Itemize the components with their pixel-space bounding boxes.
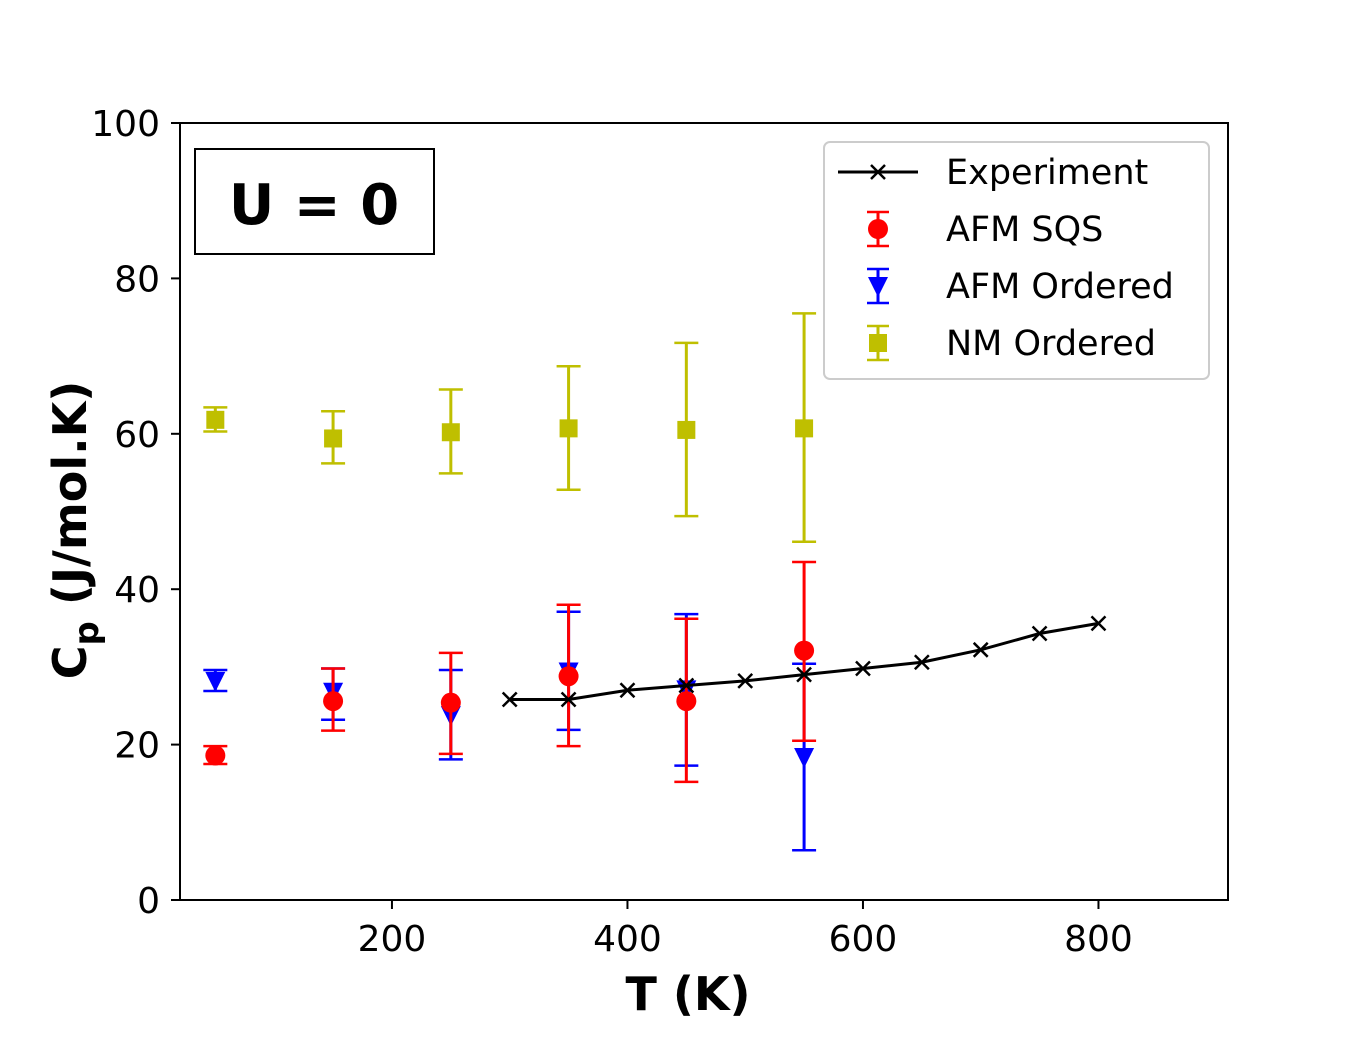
series-experiment-point-1: [560, 691, 577, 708]
legend-item-nm-ordered: NM Ordered: [867, 324, 1156, 364]
series-experiment: [501, 615, 1107, 708]
y-tick-label-80: 80: [114, 259, 160, 300]
plot-frame: [179, 122, 1229, 901]
legend-marker-nm-ordered: [869, 334, 887, 352]
series-experiment-point-0-stroke-b: [501, 691, 518, 708]
series-experiment-point-1-stroke-b: [560, 691, 577, 708]
x-tick-label-200: 200: [358, 919, 427, 960]
series-nm-ordered-point-1: [324, 429, 343, 448]
series-afm-ordered-point-0: [205, 671, 226, 692]
series-experiment-point-0: [501, 691, 518, 708]
legend-label-nm-ordered: NM Ordered: [946, 324, 1156, 364]
y-axis-title: Cp (J/mol.K): [43, 381, 107, 680]
legend-label-afm-ordered: AFM Ordered: [946, 267, 1174, 307]
series-experiment-point-5: [796, 666, 812, 683]
series-experiment-point-10-stroke-b: [1090, 615, 1107, 632]
series-experiment-point-8-stroke-b: [972, 641, 989, 658]
series-afm-sqs: [203, 560, 817, 784]
legend-label-experiment: Experiment: [946, 153, 1148, 193]
x-axis-title: T (K): [625, 967, 750, 1021]
series-experiment-point-6: [855, 660, 871, 677]
legend-item-experiment: Experiment: [838, 153, 1148, 193]
y-axis-title-main: C: [43, 645, 97, 679]
x-tick-label-600: 600: [829, 919, 898, 960]
series-nm-ordered-point-4: [677, 420, 696, 439]
series-experiment-point-8: [972, 641, 989, 658]
x-tick-label-400: 400: [593, 919, 662, 960]
series-experiment-point-9-stroke-b: [1031, 625, 1048, 642]
series-experiment-point-3: [678, 677, 695, 694]
series-experiment-point-2-stroke-b: [619, 682, 636, 699]
series-nm-ordered-point-5: [795, 419, 814, 438]
series-afm-sqs-point-1: [323, 691, 344, 712]
annotation-box: U = 0: [194, 148, 435, 255]
series-afm-ordered: [203, 610, 817, 852]
series-afm-sqs-point-5: [794, 640, 815, 661]
y-axis-title-rest: (J/mol.K): [43, 381, 97, 621]
series-afm-sqs-point-4: [676, 691, 697, 712]
series-afm-ordered-point-5: [794, 748, 815, 769]
series-afm-sqs-point-3: [558, 666, 579, 687]
legend-marker-experiment: [870, 164, 886, 180]
series-nm-ordered: [203, 312, 817, 544]
series-afm-sqs-point-0: [205, 745, 226, 766]
y-tick-label-40: 40: [114, 570, 160, 611]
series-experiment-point-4: [737, 673, 754, 689]
x-tick-label-800: 800: [1064, 919, 1133, 960]
series-experiment-point-9: [1031, 625, 1048, 642]
series-experiment-point-7: [913, 654, 930, 671]
y-tick-label-60: 60: [114, 415, 160, 456]
y-axis-title-subscript: p: [67, 621, 107, 645]
legend-marker-afm-ordered: [868, 277, 888, 297]
series-experiment-point-2: [619, 682, 636, 699]
series-nm-ordered-point-3: [559, 419, 578, 438]
data-layer: [203, 312, 1107, 852]
series-experiment-point-4-stroke-b: [737, 673, 754, 689]
legend-frame: [823, 141, 1210, 380]
series-nm-ordered-point-2: [441, 423, 460, 442]
y-tick-label-0: 0: [137, 881, 160, 922]
y-tick-label-100: 100: [91, 104, 160, 145]
series-nm-ordered-point-0: [206, 410, 225, 429]
series-experiment-point-3-stroke-b: [678, 677, 695, 694]
series-afm-sqs-point-2: [440, 692, 461, 713]
series-experiment-point-10: [1090, 615, 1107, 632]
legend: Experiment AFM SQS AFM Ordered NM Ordered: [823, 141, 1210, 380]
series-experiment-point-5-stroke-b: [796, 666, 812, 683]
annotation-text: U = 0: [229, 173, 399, 238]
legend-label-afm-sqs: AFM SQS: [946, 210, 1103, 250]
axis-layer: 200 400 600 800 0 20 40 60 80 100: [91, 104, 1133, 960]
series-experiment-point-6-stroke-b: [855, 660, 871, 677]
legend-item-afm-ordered: AFM Ordered: [867, 267, 1174, 307]
series-experiment-point-7-stroke-b: [913, 654, 930, 671]
legend-item-afm-sqs: AFM SQS: [867, 210, 1103, 250]
legend-marker-afm-sqs: [868, 219, 888, 239]
legend-marker-experiment-stroke-b: [870, 164, 886, 180]
y-tick-label-20: 20: [114, 726, 160, 767]
